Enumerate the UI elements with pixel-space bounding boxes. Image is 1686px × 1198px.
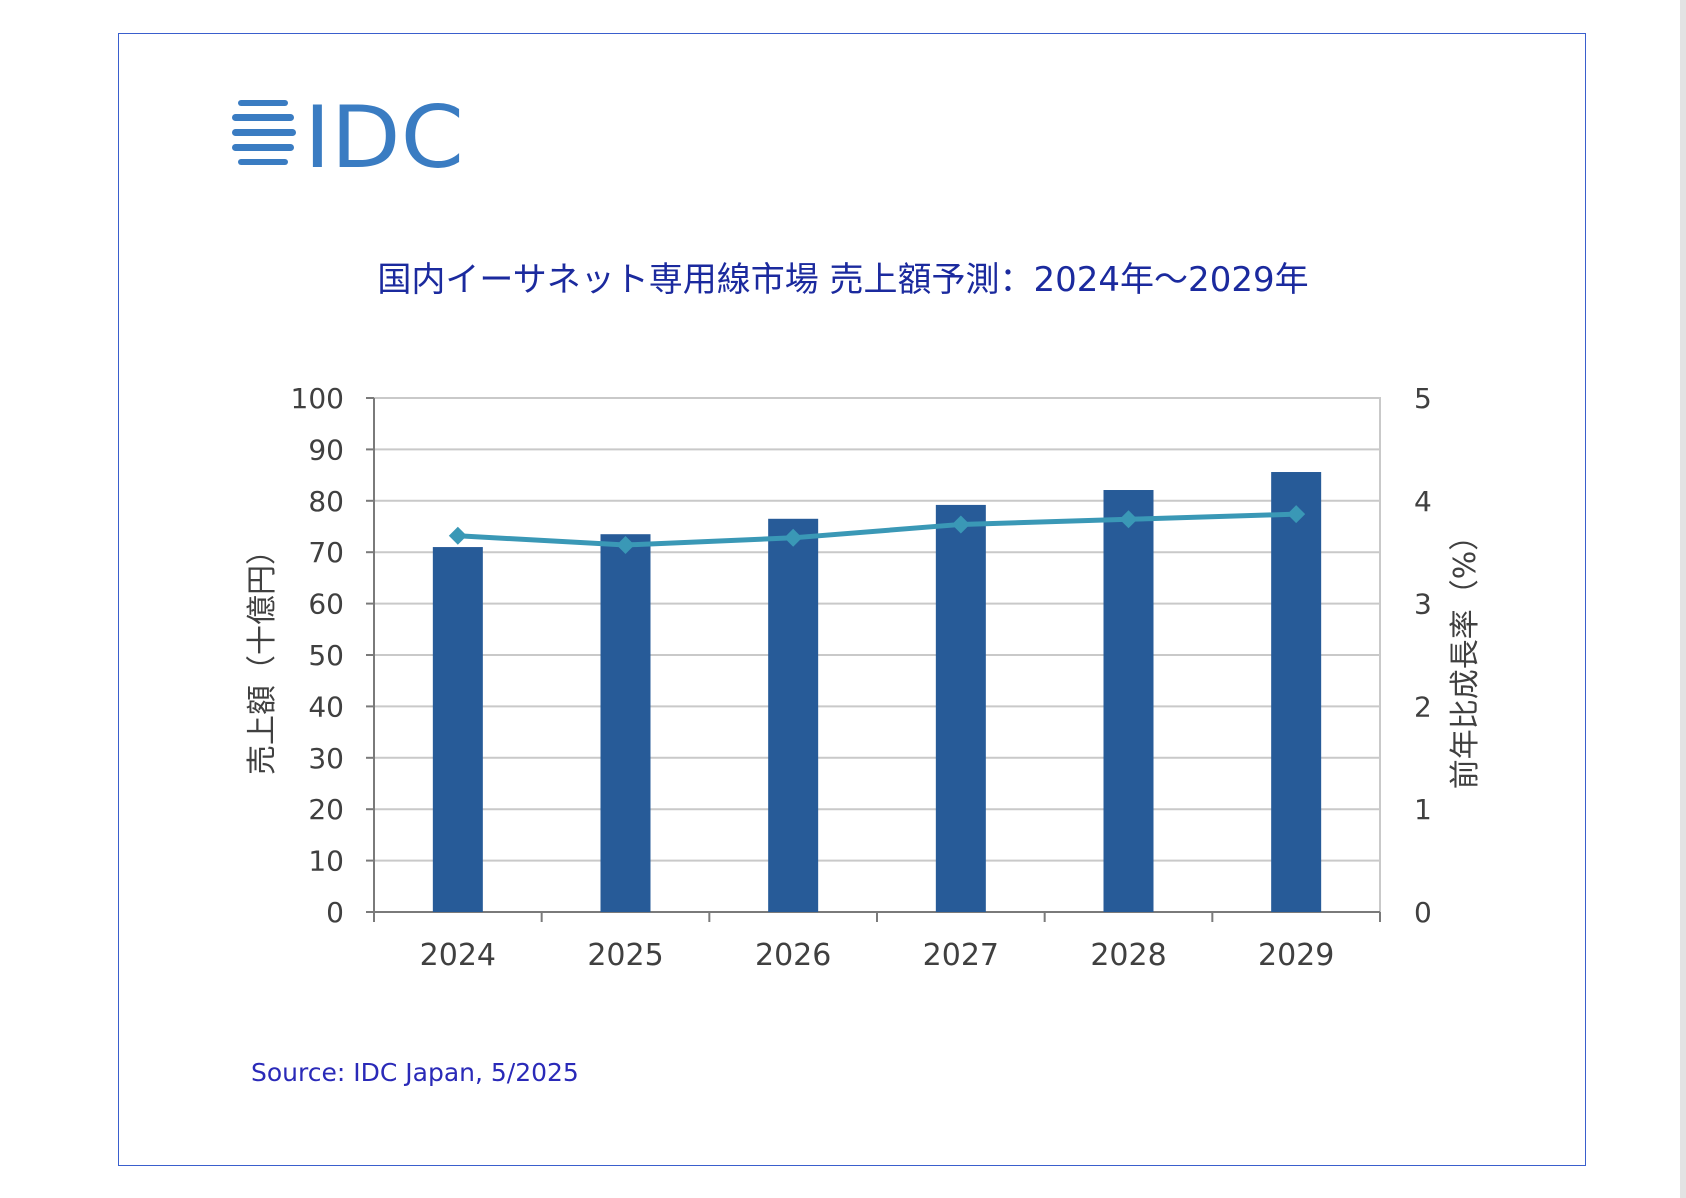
bar-2024: [432, 547, 483, 912]
idc-logo-text: IDC: [304, 96, 464, 174]
idc-logo-globe-icon: [232, 100, 296, 165]
y-tick-label: 50: [308, 639, 344, 672]
line-point-2026: [784, 528, 803, 547]
y2-tick-label: 1: [1414, 793, 1432, 826]
source-note: Source: IDC Japan, 5/2025: [251, 1058, 579, 1087]
scrollbar-edge: [1680, 0, 1686, 1198]
y-tick-label: 100: [291, 382, 344, 415]
y-tick-label: 30: [308, 742, 344, 775]
y-tick-label: 70: [308, 536, 344, 569]
y2-tick-label: 3: [1414, 588, 1432, 621]
line-point-2029: [1287, 505, 1306, 524]
x-tick-label: 2027: [923, 938, 999, 973]
y-tick-label: 10: [308, 845, 344, 878]
line-point-2028: [1119, 510, 1138, 529]
chart-title: 国内イーサネット専用線市場 売上額予測：2024年～2029年: [377, 260, 1309, 300]
x-tick-label: 2028: [1090, 938, 1166, 973]
x-tick-label: 2025: [587, 938, 663, 973]
x-tick-label: 2026: [755, 938, 831, 973]
line-point-2027: [951, 515, 970, 534]
y2-tick-label: 4: [1414, 485, 1432, 518]
growth-rate-line: [457, 511, 1297, 548]
x-tick-label: 2024: [420, 938, 496, 973]
y-tick-label: 60: [308, 588, 344, 621]
bar-2025: [600, 534, 651, 912]
line-point-2024: [448, 526, 467, 545]
figure-frame: [118, 33, 1586, 1166]
y2-axis-title: 前年比成長率（%）: [1448, 521, 1483, 790]
y-tick-label: 0: [326, 896, 344, 929]
y-tick-label: 80: [308, 485, 344, 518]
y-axis-title: 売上額（十億円）: [245, 535, 280, 775]
bar-2029: [1271, 472, 1322, 912]
y-tick-label: 90: [308, 433, 344, 466]
line-point-2025: [616, 536, 635, 555]
y-tick-label: 40: [308, 690, 344, 723]
y2-tick-label: 0: [1414, 896, 1432, 929]
y-tick-label: 20: [308, 793, 344, 826]
x-tick-label: 2029: [1258, 938, 1334, 973]
bar-2026: [768, 518, 819, 912]
y2-tick-label: 2: [1414, 690, 1432, 723]
bar-2028: [1103, 490, 1154, 912]
bar-2027: [935, 504, 986, 912]
y2-tick-label: 5: [1414, 382, 1432, 415]
idc-logo: IDC: [232, 96, 464, 174]
